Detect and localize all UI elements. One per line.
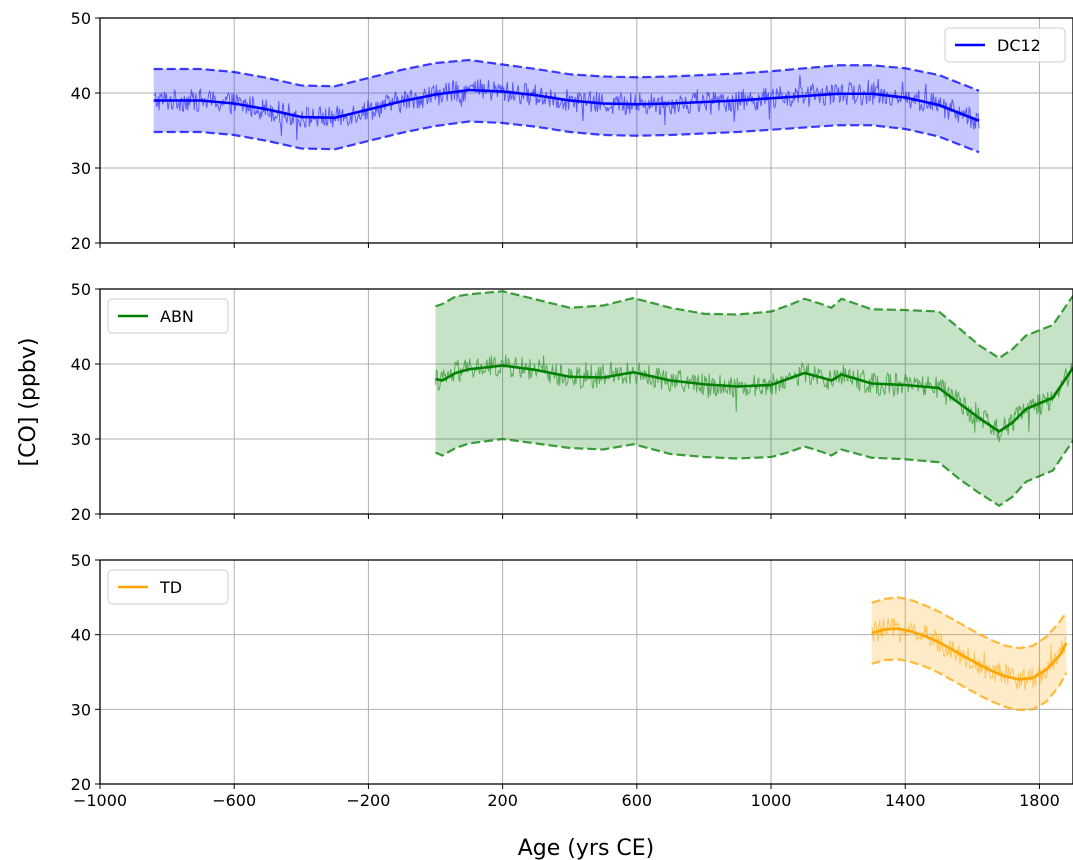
x-tick-label: 1400: [885, 791, 926, 810]
legend-td: TD: [107, 569, 229, 605]
x-tick-label: 200: [487, 791, 518, 810]
series-line-abn: [435, 364, 1073, 433]
legend-box: [944, 27, 1066, 63]
y-tick-label: 40: [71, 626, 91, 645]
raw-record-abn: [435, 354, 1073, 443]
upper-bound-dc12: [153, 58, 980, 92]
lower-bound-abn: [435, 437, 1073, 508]
y-tick-label: 50: [71, 9, 91, 28]
plot-frame: [99, 17, 1073, 244]
y-tick-label: 20: [71, 234, 91, 253]
x-tick-label: −1000: [73, 791, 127, 810]
x-tick-label: 1000: [751, 791, 792, 810]
plot-frame: [99, 559, 1073, 785]
uncertainty-band-abn: [435, 291, 1073, 506]
series-line-td: [871, 627, 1068, 681]
legend-abn: ABN: [107, 298, 229, 334]
upper-bound-td: [871, 596, 1068, 650]
y-tick-label: 30: [71, 159, 91, 178]
y-tick-label: 20: [71, 775, 91, 794]
x-axis-label: Age (yrs CE): [518, 836, 655, 860]
upper-bound-abn: [435, 290, 1073, 360]
y-tick-label: 50: [71, 551, 91, 570]
legend-box: [107, 298, 229, 334]
y-tick-label: 40: [71, 355, 91, 374]
series-line-dc12: [153, 88, 980, 122]
y-tick-label: 50: [71, 280, 91, 299]
y-tick-label: 30: [71, 700, 91, 719]
x-tick-label: −600: [212, 791, 256, 810]
legend-label: ABN: [160, 307, 194, 326]
y-tick-label: 30: [71, 430, 91, 449]
panel-2: ABN 20 30 40 50: [71, 280, 1073, 524]
legend-label: TD: [159, 578, 182, 597]
x-tick-label: −200: [346, 791, 390, 810]
panel-3: TD 20 30 40 50 −1000 −600 −200 200 600 1000 1400 180…: [71, 551, 1073, 810]
plot-frame: [99, 288, 1073, 515]
lower-bound-dc12: [153, 120, 980, 154]
y-tick-label: 40: [71, 84, 91, 103]
y-tick-label: 20: [71, 505, 91, 524]
x-tick-label: 1800: [1019, 791, 1060, 810]
panel-1: DC12 20 30 40 50: [71, 9, 1073, 253]
legend-dc12: DC12: [944, 27, 1066, 63]
legend-box: [107, 569, 229, 605]
x-tick-label: 600: [622, 791, 653, 810]
legend-label: DC12: [997, 36, 1041, 55]
y-axis-label: [CO] (ppbv): [16, 338, 41, 467]
lower-bound-td: [871, 658, 1068, 712]
